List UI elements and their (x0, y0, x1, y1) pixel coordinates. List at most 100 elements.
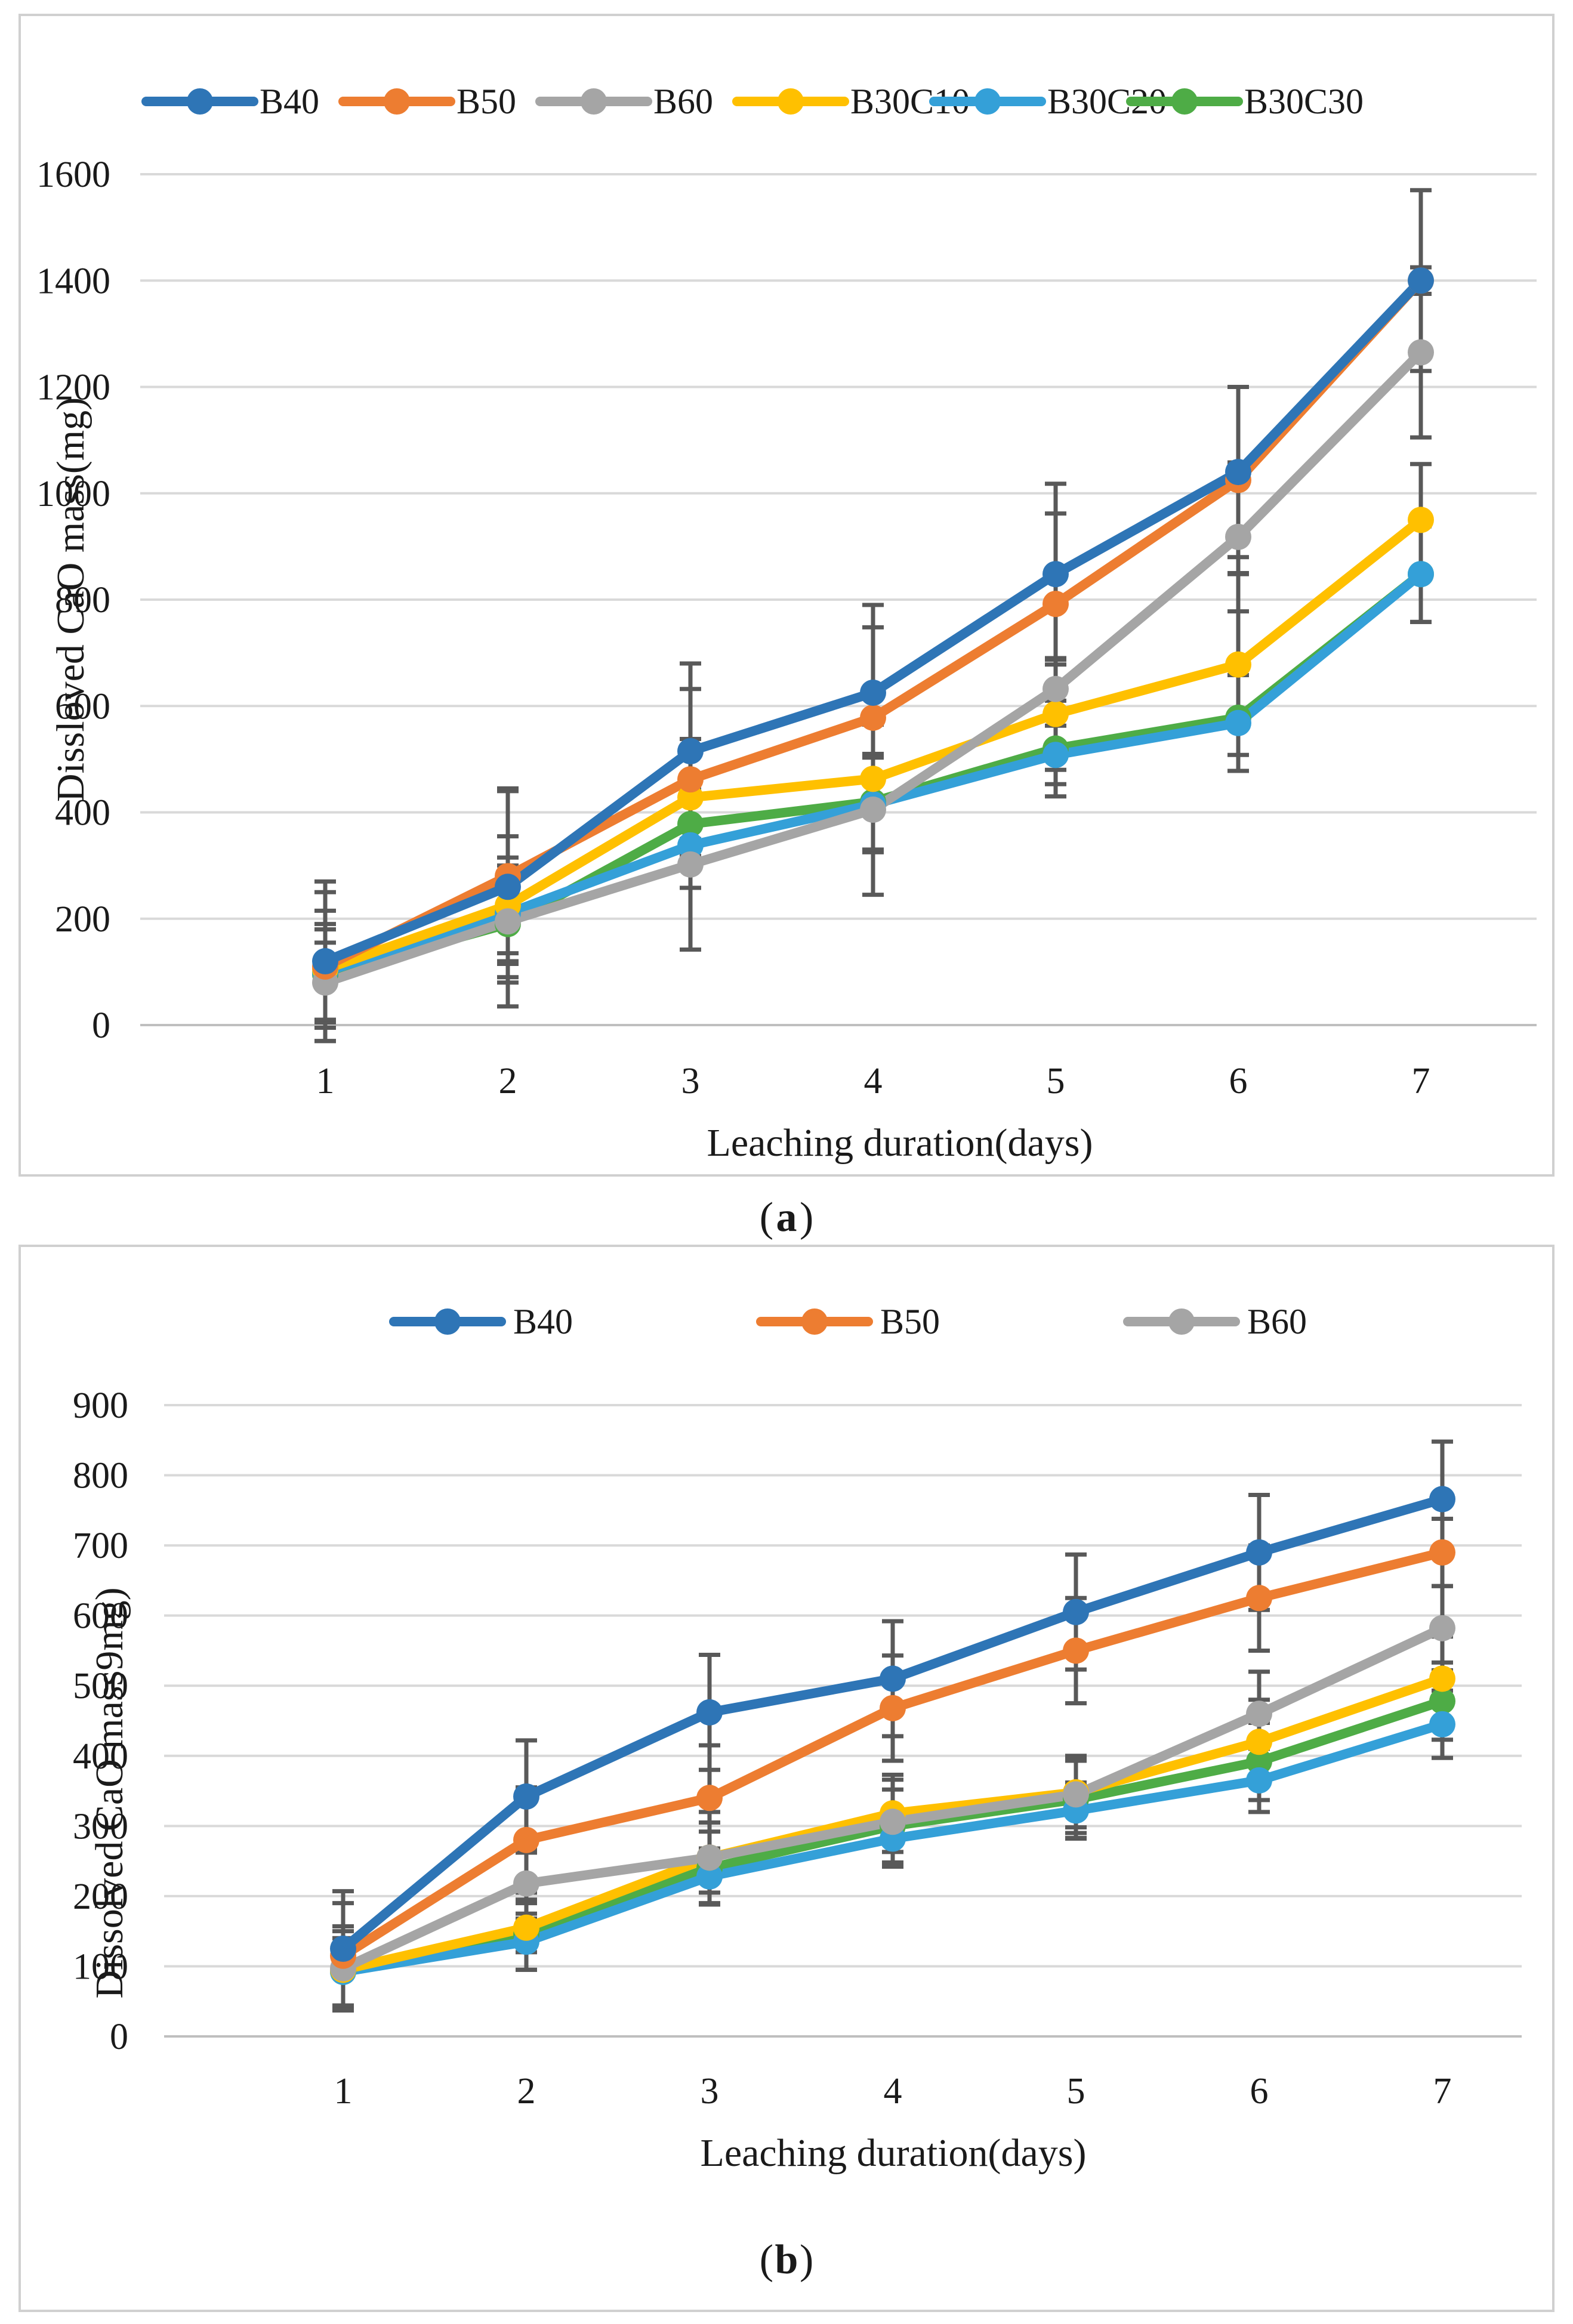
a-point-b30c10-7 (1408, 507, 1434, 533)
a-point-b30c20-3 (677, 832, 704, 859)
a-x-tick-6: 6 (1229, 1061, 1248, 1101)
panel-b-frame (18, 1245, 1555, 2312)
panel-b-data-points (330, 1486, 1455, 1985)
b-point-b60-7 (1429, 1615, 1455, 1641)
panel-a-y-axis-title: Dissloved CaO mass(mg) (49, 397, 92, 802)
a-legend-marker-b30c20 (974, 88, 1001, 115)
a-x-tick-4: 4 (864, 1061, 883, 1101)
b-point-b30c20-7 (1429, 1711, 1455, 1737)
a-point-b60-7 (1408, 339, 1434, 366)
a-legend-marker-b60 (581, 88, 607, 115)
a-legend-item-b60: B60 (535, 82, 713, 121)
b-legend-item-b50: B50 (756, 1302, 940, 1341)
b-legend-label-b40: B40 (513, 1302, 573, 1341)
a-legend-label-b60: B60 (653, 82, 713, 121)
svg-text:): ) (800, 2237, 813, 2283)
a-point-b50-5 (1043, 591, 1069, 618)
a-point-b40-1 (312, 948, 338, 975)
a-y-tick-200: 200 (55, 899, 110, 940)
b-point-b60-6 (1246, 1700, 1272, 1727)
a-y-tick-1600: 1600 (36, 155, 110, 195)
b-point-b60-2 (513, 1870, 539, 1897)
a-point-b30c30-3 (677, 811, 704, 838)
panel-b-y-tick-labels: 0 100 200 300 400 500 600 700 800 900 (73, 1385, 128, 2057)
b-point-b50-6 (1246, 1585, 1272, 1612)
a-y-tick-1400: 1400 (36, 261, 110, 301)
b-x-tick-6: 6 (1250, 2071, 1269, 2112)
panel-b-x-tick-labels: 1 2 3 4 5 6 7 (334, 2071, 1452, 2112)
a-legend-item-b50: B50 (338, 82, 516, 121)
b-y-tick-400: 400 (73, 1736, 128, 1777)
b-x-tick-5: 5 (1067, 2071, 1085, 2112)
a-point-b30c10-4 (860, 766, 886, 792)
a-y-tick-400: 400 (55, 793, 110, 834)
b-point-b40-1 (330, 1936, 356, 1962)
b-point-b50-3 (696, 1785, 723, 1811)
a-x-tick-3: 3 (681, 1061, 700, 1101)
b-point-b50-2 (513, 1826, 539, 1853)
a-point-b50-4 (860, 704, 886, 731)
panel-b-x-axis-title: Leaching duration(days) (701, 2131, 1087, 2175)
a-point-b40-5 (1043, 561, 1069, 588)
b-point-b60-5 (1063, 1781, 1089, 1808)
panel-b-chart: 0 100 200 300 400 500 600 700 800 900 1 2 3 4 5 6 7 B40… (18, 1245, 1555, 2312)
b-y-tick-0: 0 (110, 2017, 128, 2057)
panel-b-legend: B40 B50 B60 (389, 1302, 1307, 1341)
a-legend-item-b30c30: B30C30 (1126, 82, 1364, 121)
b-point-b40-2 (513, 1783, 539, 1810)
b-point-b30c20-6 (1246, 1767, 1272, 1794)
b-x-tick-7: 7 (1433, 2071, 1452, 2112)
a-legend-marker-b40 (187, 88, 213, 115)
panel-a-y-tick-labels: 0 200 400 600 800 1000 1200 1400 1600 (36, 155, 110, 1046)
a-legend-marker-b50 (384, 88, 410, 115)
a-point-b60-2 (495, 908, 521, 935)
b-point-b40-5 (1063, 1598, 1089, 1625)
svg-text:(: ( (760, 1195, 773, 1240)
svg-text:(: ( (760, 2237, 773, 2283)
b-point-b40-4 (880, 1665, 906, 1692)
b-legend-marker-b50 (801, 1308, 828, 1335)
b-legend-item-b40: B40 (389, 1302, 573, 1341)
b-x-tick-2: 2 (517, 2071, 536, 2112)
b-point-b30c30-6 (1246, 1748, 1272, 1775)
panel-a-frame (18, 14, 1555, 1177)
b-y-tick-300: 300 (73, 1806, 128, 1847)
a-point-b40-4 (860, 679, 886, 706)
panel-a-x-tick-labels: 1 2 3 4 5 6 7 (316, 1061, 1430, 1101)
panel-a-caption: ( a ) (760, 1195, 814, 1240)
a-x-tick-2: 2 (499, 1061, 517, 1101)
a-x-tick-5: 5 (1047, 1061, 1065, 1101)
panel-a-legend: B40 B50 B60 B30C10 B30C20 B30C30 (141, 82, 1364, 121)
b-point-b30c20-3 (696, 1863, 723, 1890)
panel-a-gridlines (140, 173, 1537, 1026)
b-point-b40-7 (1429, 1486, 1455, 1513)
a-point-b30c10-6 (1225, 651, 1251, 678)
b-point-b30c10-6 (1246, 1729, 1272, 1755)
b-legend-marker-b60 (1168, 1308, 1195, 1335)
a-point-b60-4 (860, 797, 886, 823)
panel-a-x-axis-title: Leaching duration(days) (707, 1121, 1093, 1165)
b-point-b50-4 (880, 1695, 906, 1721)
a-point-b40-3 (677, 738, 704, 765)
panel-a-data-points (312, 267, 1434, 996)
a-point-b50-3 (677, 766, 704, 793)
a-y-tick-0: 0 (92, 1005, 110, 1046)
b-point-b30c30-7 (1429, 1688, 1455, 1715)
a-point-b30c20-7 (1408, 561, 1434, 588)
b-legend-label-b50: B50 (880, 1302, 940, 1341)
b-legend-marker-b40 (434, 1308, 461, 1335)
b-x-tick-3: 3 (701, 2071, 719, 2112)
b-legend-label-b60: B60 (1247, 1302, 1307, 1341)
b-point-b50-7 (1429, 1539, 1455, 1566)
panel-b-label: b (775, 2237, 798, 2283)
b-y-tick-900: 900 (73, 1385, 128, 1426)
b-y-tick-600: 600 (73, 1596, 128, 1637)
a-legend-item-b30c10: B30C10 (732, 82, 970, 121)
panel-b-y-axis-title: Dissolved CaO mass9mg) (88, 1587, 131, 1998)
a-point-b40-7 (1408, 267, 1434, 294)
a-y-tick-1200: 1200 (36, 368, 110, 408)
a-point-b60-5 (1043, 675, 1069, 702)
b-point-b50-5 (1063, 1637, 1089, 1664)
a-point-b40-2 (495, 874, 521, 900)
